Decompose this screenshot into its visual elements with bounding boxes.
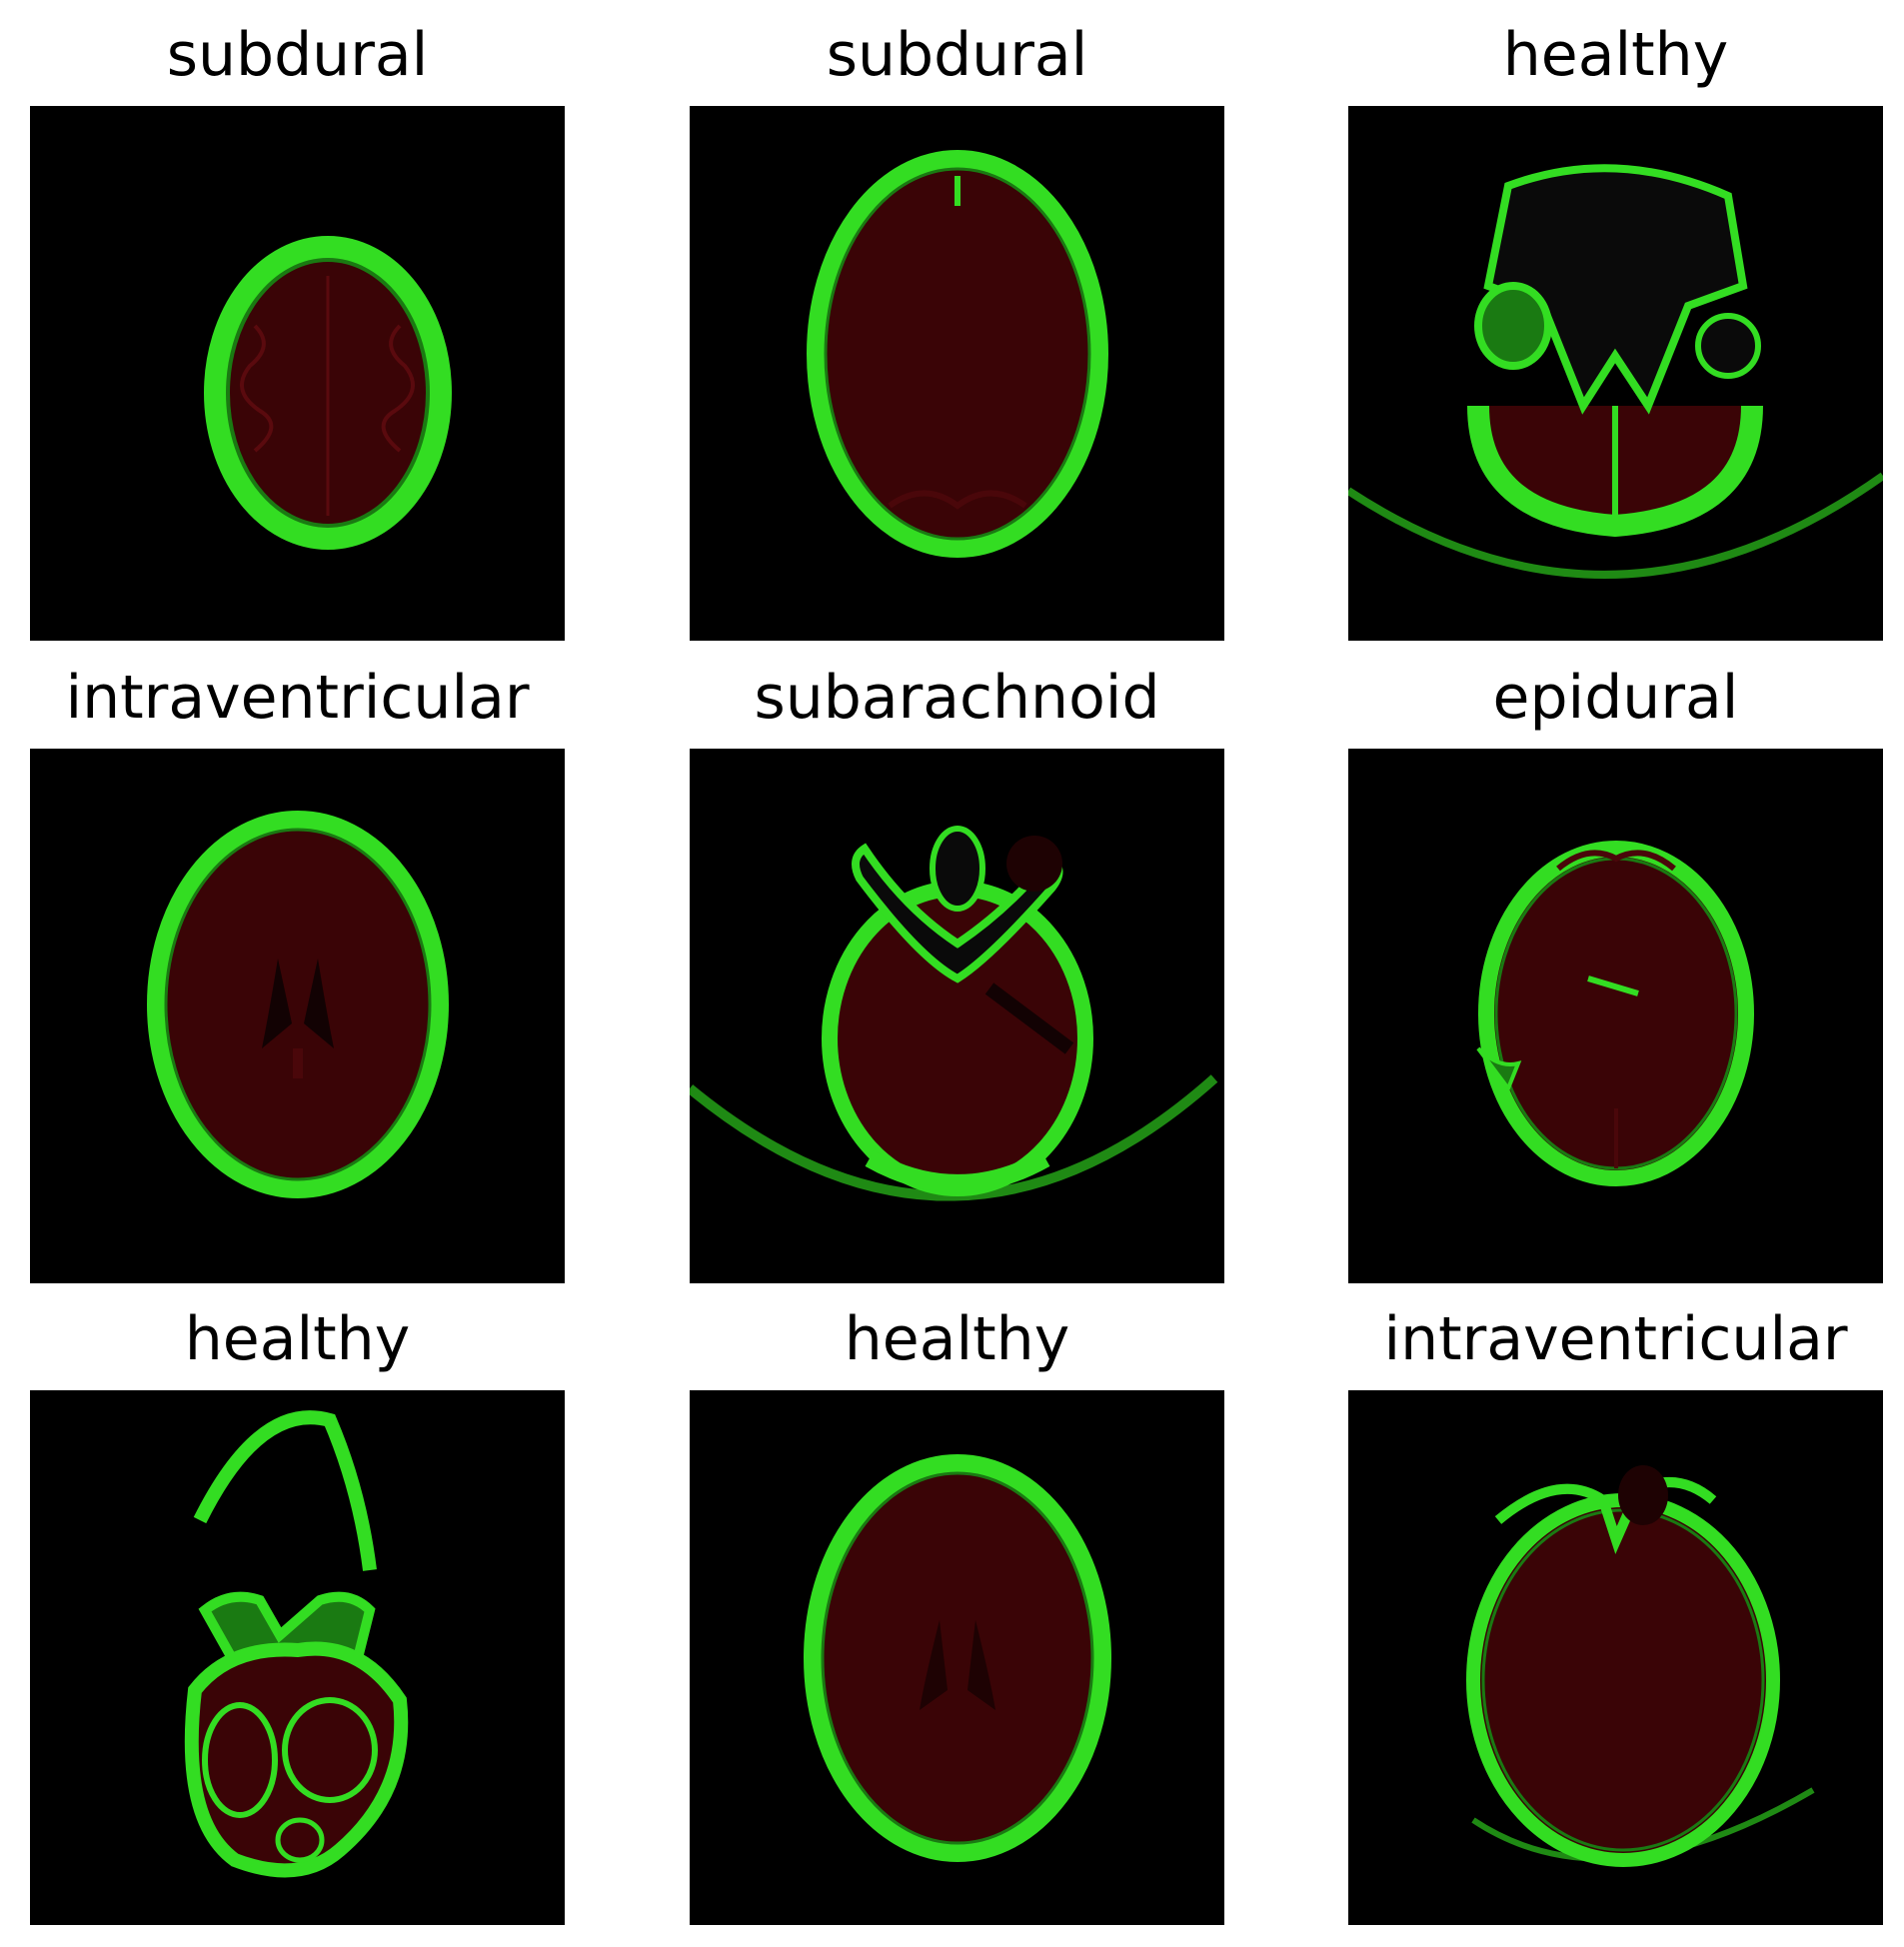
panel-title: intraventricular	[65, 663, 530, 733]
ct-scan-image	[1348, 106, 1883, 641]
panel-title: healthy	[1502, 20, 1729, 90]
panel-title: subdural	[826, 20, 1088, 90]
panel-title: healthy	[844, 1304, 1070, 1374]
ct-scan-image	[1348, 1390, 1883, 1925]
panel-title: epidural	[1492, 663, 1739, 733]
ct-scan-image	[1348, 749, 1883, 1283]
panel-title: subarachnoid	[754, 663, 1160, 733]
panel-title: subdural	[166, 20, 429, 90]
ct-scan-image	[30, 749, 565, 1283]
ct-scan-image	[690, 749, 1224, 1283]
panel-title: intraventricular	[1383, 1304, 1848, 1374]
ct-scan-image	[690, 106, 1224, 641]
ct-scan-image	[690, 1390, 1224, 1925]
ct-scan-image	[30, 1390, 565, 1925]
ct-scan-image	[30, 106, 565, 641]
panel-title: healthy	[184, 1304, 411, 1374]
